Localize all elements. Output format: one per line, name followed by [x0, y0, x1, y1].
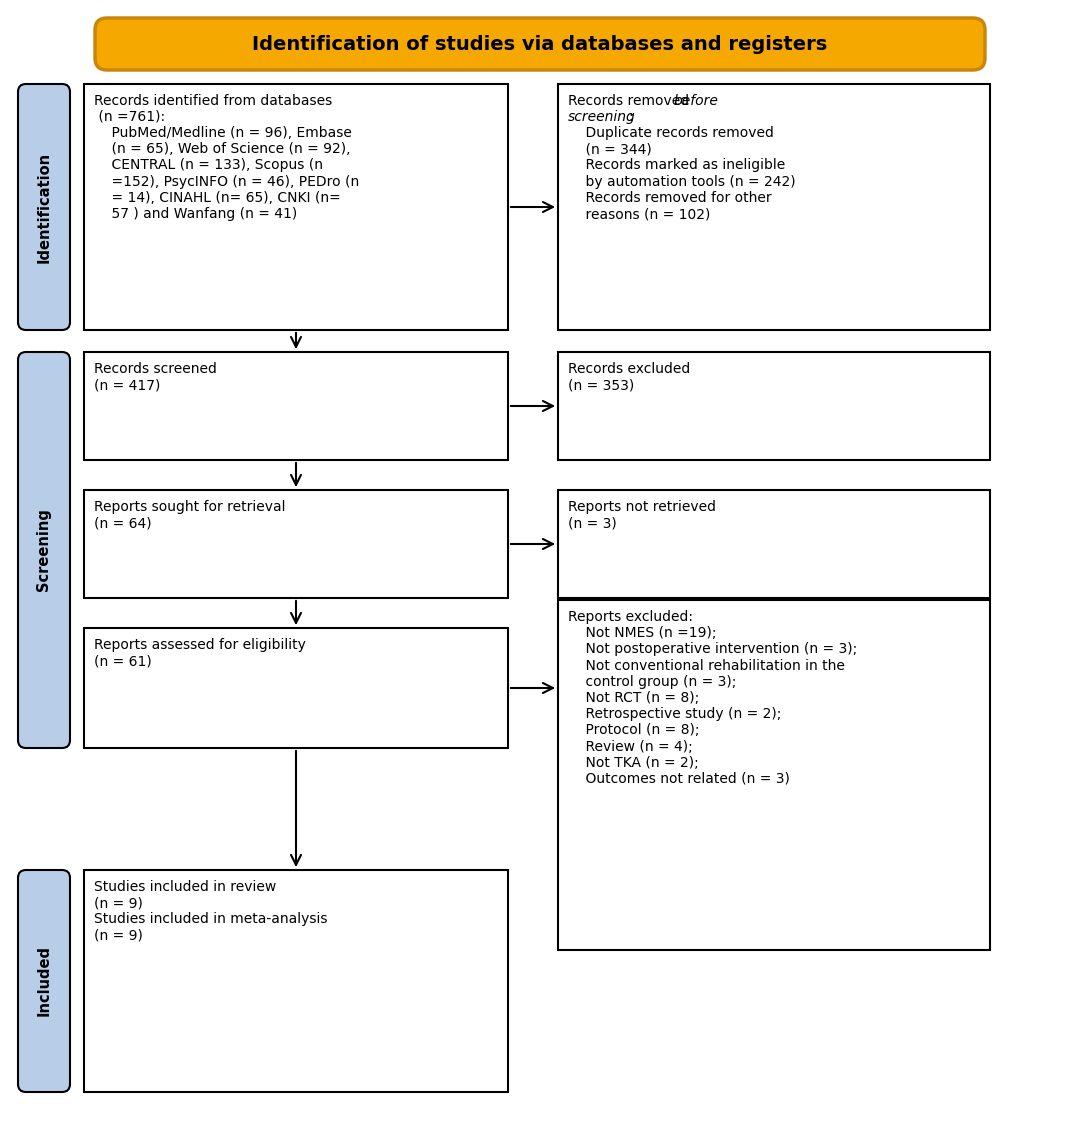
Text: Included: Included: [37, 945, 52, 1017]
FancyBboxPatch shape: [18, 84, 70, 329]
Text: Records removed: Records removed: [568, 94, 694, 108]
Bar: [558, 352, 990, 460]
Text: Records excluded
(n = 353): Records excluded (n = 353): [568, 362, 691, 392]
Text: Screening: Screening: [37, 509, 52, 591]
Text: Reports assessed for eligibility
(n = 61): Reports assessed for eligibility (n = 61…: [94, 638, 306, 668]
Text: before: before: [674, 94, 719, 108]
Text: screening: screening: [568, 110, 635, 124]
Text: (n =761):: (n =761):: [94, 110, 165, 124]
Bar: [83, 869, 508, 1093]
Text: Reports excluded:
    Not NMES (n =19);
    Not postoperative intervention (n = : Reports excluded: Not NMES (n =19); Not …: [568, 610, 857, 786]
Bar: [558, 84, 990, 329]
Bar: [83, 628, 508, 748]
Text: Studies included in review
(n = 9)
Studies included in meta-analysis
(n = 9): Studies included in review (n = 9) Studi…: [94, 880, 327, 943]
FancyBboxPatch shape: [18, 869, 70, 1093]
Text: PubMed/Medline (n = 96), Embase
    (n = 65), Web of Science (n = 92),
    CENTR: PubMed/Medline (n = 96), Embase (n = 65)…: [94, 126, 359, 221]
Text: :: :: [628, 110, 633, 124]
Text: Records screened
(n = 417): Records screened (n = 417): [94, 362, 217, 392]
Bar: [83, 352, 508, 460]
Text: Identification: Identification: [37, 151, 52, 263]
Text: Identification of studies via databases and registers: Identification of studies via databases …: [253, 34, 827, 54]
Bar: [83, 490, 508, 598]
Text: Reports not retrieved
(n = 3): Reports not retrieved (n = 3): [568, 500, 717, 530]
Bar: [558, 599, 990, 950]
Bar: [558, 490, 990, 598]
FancyBboxPatch shape: [95, 18, 985, 70]
Bar: [83, 84, 508, 329]
FancyBboxPatch shape: [18, 352, 70, 748]
Text: Reports sought for retrieval
(n = 64): Reports sought for retrieval (n = 64): [94, 500, 285, 530]
Text: Duplicate records removed
    (n = 344)
    Records marked as ineligible
    by : Duplicate records removed (n = 344) Reco…: [568, 126, 796, 221]
Text: Records identified from databases: Records identified from databases: [94, 94, 333, 108]
